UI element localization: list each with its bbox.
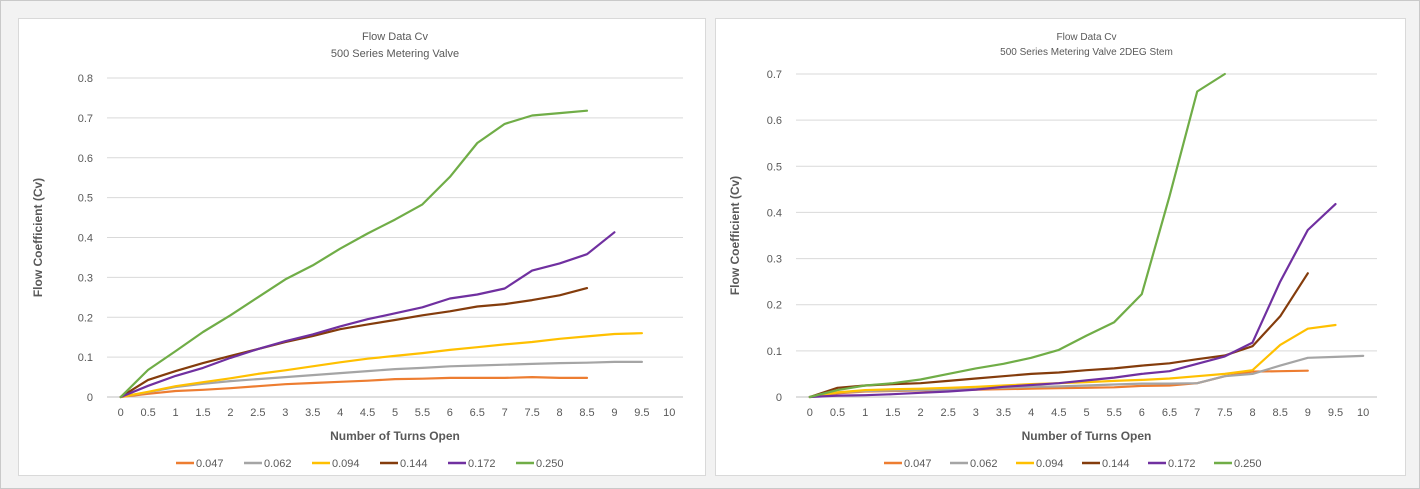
x-tick-label: 4.5 xyxy=(360,407,375,419)
legend-label: 0.250 xyxy=(536,458,564,470)
legend-label: 0.144 xyxy=(400,458,428,470)
x-tick-label: 6.5 xyxy=(470,407,485,419)
legend-label: 0.250 xyxy=(1234,458,1262,470)
x-tick-label: 9.5 xyxy=(1328,407,1343,419)
x-tick-label: 2.5 xyxy=(250,407,265,419)
x-axis-title: Number of Turns Open xyxy=(1022,429,1152,443)
series-line-0.094 xyxy=(119,332,644,399)
y-tick-label: 0.7 xyxy=(78,113,93,125)
y-tick-label: 0.1 xyxy=(78,352,93,364)
legend-label: 0.172 xyxy=(1168,458,1196,470)
y-axis-title: Flow Coefficient (Cv) xyxy=(728,176,742,295)
x-tick-label: 0.5 xyxy=(140,407,155,419)
x-tick-label: 6 xyxy=(447,407,453,419)
series-line-0.172 xyxy=(119,231,616,399)
x-tick-label: 7.5 xyxy=(1217,407,1232,419)
x-tick-label: 8 xyxy=(1249,407,1255,419)
legend-label: 0.172 xyxy=(468,458,496,470)
x-tick-label: 1 xyxy=(862,407,868,419)
x-tick-label: 4 xyxy=(1028,407,1034,419)
series-line-0.062 xyxy=(119,360,644,399)
y-tick-label: 0.7 xyxy=(767,69,782,81)
x-tick-label: 2 xyxy=(227,407,233,419)
chart-subtitle: 500 Series Metering Valve 2DEG Stem xyxy=(1000,47,1173,58)
series-line-0.144 xyxy=(119,287,589,399)
x-tick-label: 1.5 xyxy=(885,407,900,419)
y-tick-label: 0.6 xyxy=(767,115,782,127)
x-tick-label: 9.5 xyxy=(634,407,649,419)
x-tick-label: 7 xyxy=(1194,407,1200,419)
x-tick-label: 5 xyxy=(392,407,398,419)
x-tick-label: 5 xyxy=(1083,407,1089,419)
x-tick-label: 3.5 xyxy=(305,407,320,419)
x-tick-label: 10 xyxy=(663,407,675,419)
x-tick-label: 2 xyxy=(917,407,923,419)
legend-label: 0.094 xyxy=(332,458,360,470)
chart-title: Flow Data Cv xyxy=(362,31,429,43)
series-line-0.047 xyxy=(119,376,589,399)
chart-left: Flow Data Cv 500 Series Metering Valve 0 0.… xyxy=(31,31,683,470)
x-tick-label: 7.5 xyxy=(524,407,539,419)
y-tick-label: 0.4 xyxy=(767,207,782,219)
x-tick-label: 0 xyxy=(807,407,813,419)
x-tick-label: 3 xyxy=(973,407,979,419)
x-tick-label: 7 xyxy=(502,407,508,419)
legend-label: 0.047 xyxy=(904,458,932,470)
x-tick-label: 1 xyxy=(173,407,179,419)
series-line-0.062 xyxy=(808,354,1365,399)
x-tick-label: 4 xyxy=(337,407,343,419)
legend-label: 0.144 xyxy=(1102,458,1130,470)
y-tick-label: 0.1 xyxy=(767,346,782,358)
series-line-0.144 xyxy=(808,272,1309,399)
y-tick-label: 0.8 xyxy=(78,73,93,85)
y-tick-label: 0 xyxy=(87,392,93,404)
x-tick-label: 3 xyxy=(282,407,288,419)
x-tick-label: 8.5 xyxy=(1273,407,1288,419)
x-tick-label: 4.5 xyxy=(1051,407,1066,419)
series-line-0.172 xyxy=(808,203,1337,399)
y-tick-label: 0.5 xyxy=(78,193,93,205)
x-tick-label: 0 xyxy=(118,407,124,419)
legend-label: 0.062 xyxy=(264,458,292,470)
x-tick-label: 3.5 xyxy=(996,407,1011,419)
series-line-0.250 xyxy=(808,72,1226,399)
chart-title: Flow Data Cv xyxy=(1056,32,1116,43)
y-tick-label: 0.4 xyxy=(78,233,93,245)
chart-subtitle: 500 Series Metering Valve xyxy=(331,48,459,60)
x-tick-label: 0.5 xyxy=(830,407,845,419)
y-tick-label: 0.3 xyxy=(78,272,93,284)
chart-panel-left[interactable]: Flow Data Cv 500 Series Metering Valve 0 0.… xyxy=(18,18,706,476)
x-tick-label: 6.5 xyxy=(1162,407,1177,419)
legend-label: 0.062 xyxy=(970,458,998,470)
y-tick-label: 0 xyxy=(776,392,782,404)
x-axis-title: Number of Turns Open xyxy=(330,429,460,443)
chart-right: Flow Data Cv 500 Series Metering Valve 2D… xyxy=(728,32,1377,470)
x-tick-label: 6 xyxy=(1139,407,1145,419)
chart-panel-right[interactable]: Flow Data Cv 500 Series Metering Valve 2D… xyxy=(715,18,1406,476)
y-tick-label: 0.3 xyxy=(767,254,782,266)
x-tick-label: 8.5 xyxy=(579,407,594,419)
series-line-0.250 xyxy=(119,109,589,399)
y-tick-label: 0.2 xyxy=(767,300,782,312)
x-tick-label: 2.5 xyxy=(941,407,956,419)
x-tick-label: 10 xyxy=(1357,407,1369,419)
y-axis-title: Flow Coefficient (Cv) xyxy=(31,178,45,297)
y-tick-label: 0.2 xyxy=(78,312,93,324)
x-tick-label: 1.5 xyxy=(195,407,210,419)
y-tick-label: 0.6 xyxy=(78,153,93,165)
legend-label: 0.094 xyxy=(1036,458,1064,470)
x-tick-label: 9 xyxy=(1305,407,1311,419)
y-tick-label: 0.5 xyxy=(767,161,782,173)
x-tick-label: 8 xyxy=(557,407,563,419)
x-tick-label: 5.5 xyxy=(1107,407,1122,419)
legend-label: 0.047 xyxy=(196,458,224,470)
x-tick-label: 5.5 xyxy=(415,407,430,419)
x-tick-label: 9 xyxy=(611,407,617,419)
